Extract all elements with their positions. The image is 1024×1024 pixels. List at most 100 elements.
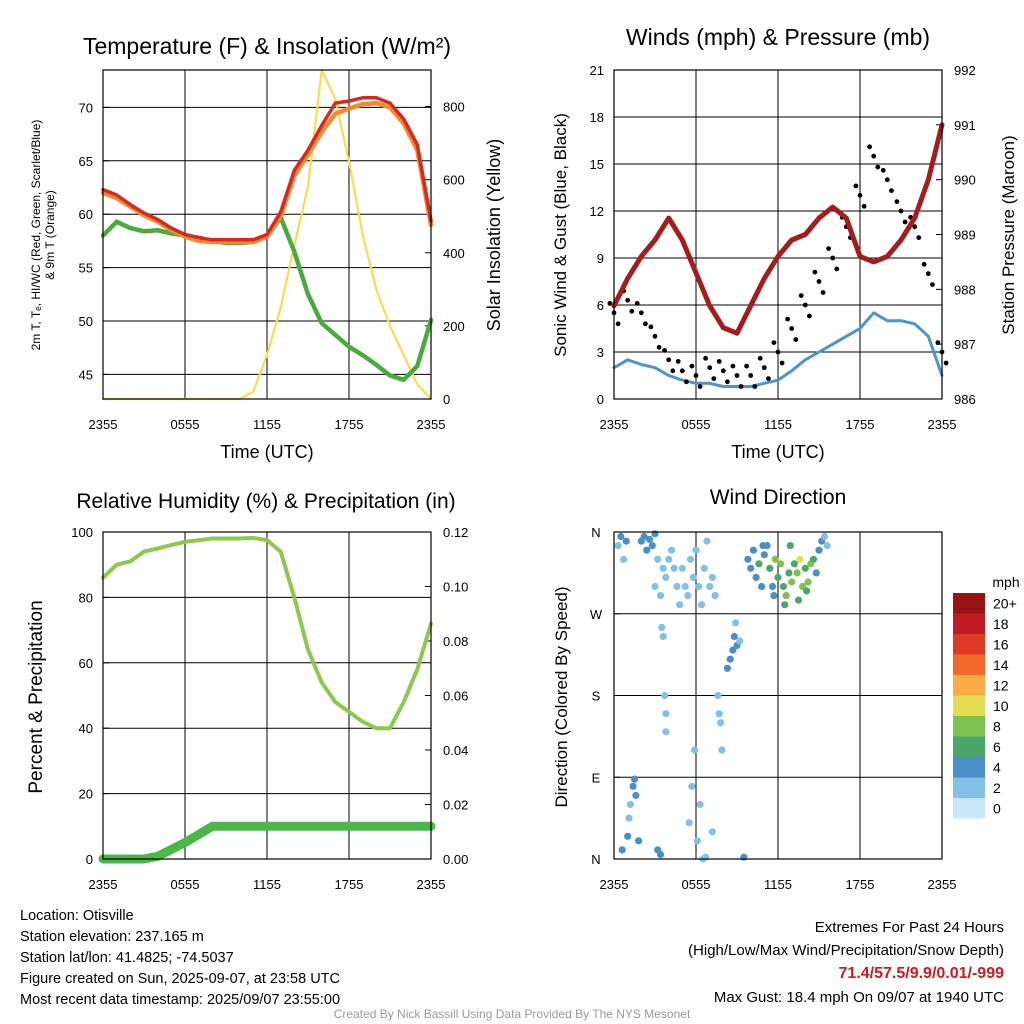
colorbar-label: 18 [993, 616, 1009, 632]
direction-point [659, 632, 667, 641]
gust-point [648, 324, 654, 330]
x-tick-label: 2355 [928, 877, 957, 892]
gust-point [912, 224, 918, 230]
direction-point [632, 791, 640, 800]
extremes-subtitle: (High/Low/Max Wind/Precipitation/Snow De… [688, 942, 1004, 959]
temperature-xlabel: Time (UTC) [220, 442, 313, 462]
x-tick-label: 1755 [335, 417, 364, 432]
y-tick-label: 100 [71, 525, 93, 540]
y-tick-label: 18 [590, 110, 604, 125]
x-tick-label: 1755 [335, 877, 364, 892]
direction-point [770, 592, 778, 600]
winds-panel: Winds (mph) & Pressure (mb) Time (UTC) S… [551, 24, 1018, 462]
winds-ylabel-right: Station Pressure (Maroon) [999, 135, 1018, 334]
direction-point [726, 655, 734, 663]
gust-point [744, 363, 749, 369]
extremes-values: 71.4/57.5/9.9/0.01/-999 [838, 965, 1004, 982]
y2-tick-label: 0.08 [443, 634, 468, 649]
direction-point [747, 564, 755, 572]
gust-point [634, 301, 640, 306]
direction-panel: Wind Direction Direction (Colored By Spe… [552, 486, 1020, 892]
direction-tick-label: E [592, 770, 601, 785]
direction-point [691, 746, 699, 754]
gust-point [789, 326, 795, 331]
direction-point [662, 710, 670, 718]
direction-point [815, 546, 823, 554]
humidity-series [98, 535, 436, 864]
direction-point [648, 542, 656, 550]
x-tick-label: 1755 [846, 877, 875, 892]
direction-point [654, 555, 662, 563]
direction-point [645, 535, 654, 543]
y2-tick-label: 0.00 [443, 852, 468, 867]
gust-point [738, 384, 744, 389]
direction-point [689, 573, 697, 582]
gust-point [689, 363, 695, 369]
gust-point [935, 340, 941, 345]
gust-point [697, 384, 703, 389]
gust-point [826, 246, 831, 252]
direction-point [659, 564, 667, 572]
direction-point [768, 582, 777, 591]
direction-point [695, 582, 703, 591]
footer-elevation: Station elevation: 237.165 m [20, 929, 204, 945]
gust-point [812, 269, 818, 275]
direction-point [681, 582, 689, 591]
direction-point [804, 578, 812, 586]
temperature-ylabel-line1: 2m T, Tₑ, HI/WC (Red, Green, Scarlet/Blu… [29, 120, 43, 351]
extremes-title: Extremes For Past 24 Hours [814, 919, 1004, 936]
y2-tick-label: 800 [443, 100, 465, 115]
colorbar-swatch [953, 593, 985, 614]
gust-point [766, 376, 771, 381]
y-tick-label: 40 [79, 721, 93, 736]
gust-point [693, 373, 699, 378]
direction-points [614, 530, 831, 863]
direction-point [614, 542, 622, 550]
station-pressure-line [611, 122, 945, 336]
gust-point [662, 348, 667, 353]
direction-point [809, 555, 818, 563]
humidity-gridlines [103, 532, 431, 859]
direction-point [708, 573, 717, 582]
direction-point [678, 564, 686, 572]
gust-point [730, 363, 736, 369]
colorbar-label: 14 [993, 657, 1009, 673]
direction-point [684, 592, 692, 600]
gust-point [894, 199, 900, 205]
gust-point [679, 368, 685, 374]
direction-point [740, 853, 748, 861]
direction-point [744, 555, 752, 563]
gust-point [857, 192, 863, 198]
credit-line: Created By Nick Bassill Using Data Provi… [333, 1007, 691, 1021]
colorbar-swatch [953, 716, 985, 737]
direction-point [803, 587, 811, 595]
y2-tick-label: 0.06 [443, 689, 468, 704]
y-tick-label: 70 [79, 100, 93, 115]
x-tick-label: 1755 [846, 417, 875, 432]
direction-point [697, 601, 706, 609]
direction-point [790, 560, 799, 568]
direction-point [673, 582, 681, 591]
gust-point [707, 365, 713, 371]
temperature-title: Temperature (F) & Insolation (W/m²) [83, 33, 451, 59]
colorbar-label: 0 [993, 800, 1001, 816]
direction-point [651, 530, 659, 538]
temperature-ticks: 2355 0555 1155 1755 2355 45 50 55 60 65 70 0 200 400 6… [79, 100, 465, 432]
direction-point [624, 832, 632, 840]
direction-point [788, 578, 796, 586]
direction-point [774, 573, 782, 582]
direction-point [786, 542, 794, 550]
winds-xlabel: Time (UTC) [731, 442, 824, 462]
direction-point [820, 532, 829, 541]
direction-point [622, 537, 630, 545]
direction-point [718, 746, 726, 754]
direction-point [629, 782, 637, 790]
x-tick-label: 1155 [253, 417, 281, 432]
direction-point [714, 691, 722, 700]
direction-point [617, 532, 625, 541]
y2-tick-label: 400 [443, 246, 465, 261]
y2-tick-label: 0 [443, 392, 450, 407]
direction-tick-label: S [592, 689, 601, 704]
direction-point [626, 800, 635, 809]
gust-point [871, 153, 877, 159]
